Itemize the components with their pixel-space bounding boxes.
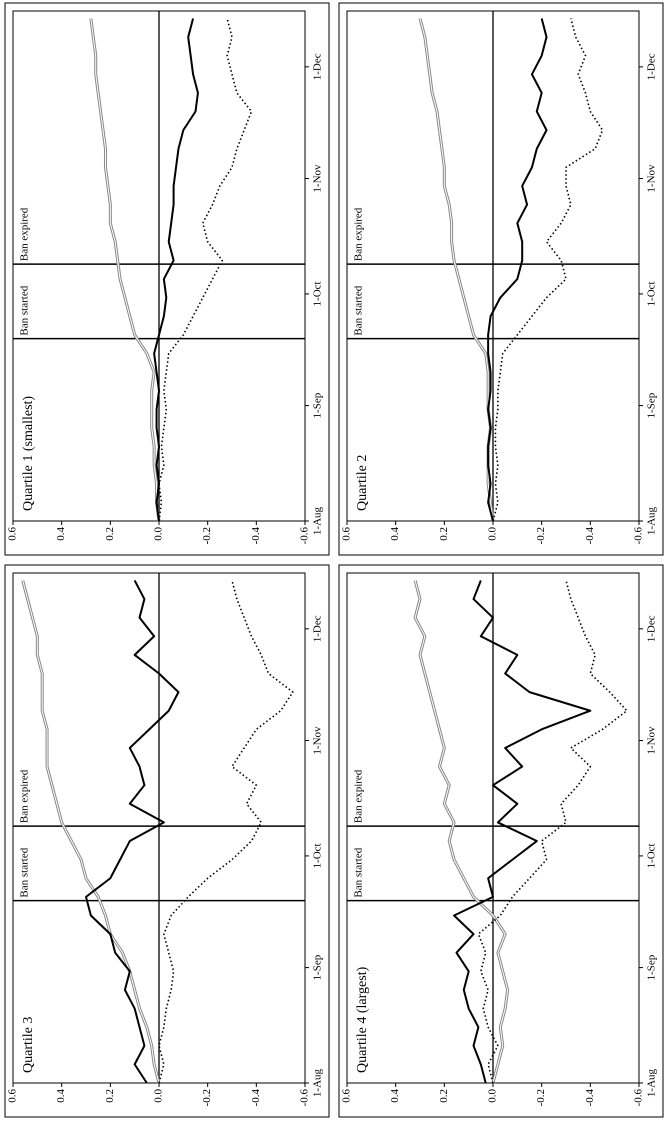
x-tick-label: 1-Nov: [646, 164, 658, 193]
series-line: [89, 18, 161, 522]
x-tick-label: 1-Dec: [312, 53, 324, 80]
event-label: Ban started: [353, 285, 365, 335]
y-tick-label: -0.4: [250, 1089, 262, 1107]
y-tick-label: -0.2: [535, 1089, 547, 1106]
event-label: Ban expired: [19, 207, 31, 261]
panel-title: Quartile 3: [21, 1017, 36, 1073]
event-label: Ban started: [353, 847, 365, 897]
x-tick-label: 1-Sep: [312, 392, 324, 418]
y-tick-label: 0.6: [7, 527, 19, 541]
y-tick-label: 0.6: [341, 527, 353, 541]
y-tick-label: -0.6: [633, 1089, 645, 1107]
x-tick-label: 1-Aug: [646, 506, 658, 535]
panel: 0.6 0.4 0.2 0.0 -0.2 -0.4 -0.61-Aug 1-Sep 1-Oct 1…: [7, 10, 324, 545]
series-line-inner: [414, 580, 509, 1084]
series-line: [487, 18, 548, 522]
y-tick-label: -0.4: [250, 527, 262, 545]
x-tick-label: 1-Dec: [312, 615, 324, 642]
x-tick-label: 1-Oct: [312, 281, 324, 306]
series-line: [492, 18, 604, 522]
panel: 0.6 0.4 0.2 0.0 -0.2 -0.4 -0.61-Aug 1-Sep 1-Oct 1…: [341, 572, 658, 1107]
panel-border: [338, 564, 664, 1118]
series-line: [158, 580, 294, 1084]
y-tick-label: -0.2: [535, 527, 547, 544]
event-label: Ban expired: [353, 769, 365, 823]
y-tick-label: -0.2: [201, 527, 213, 544]
y-tick-label: 0.0: [153, 527, 165, 541]
x-tick-label: 1-Aug: [312, 506, 324, 535]
panel: 0.6 0.4 0.2 0.0 -0.2 -0.4 -0.61-Aug 1-Sep 1-Oct 1…: [341, 10, 658, 545]
x-tick-label: 1-Oct: [646, 281, 658, 306]
x-tick-label: 1-Oct: [646, 843, 658, 868]
event-label: Ban expired: [353, 207, 365, 261]
series-line: [21, 580, 161, 1084]
event-label: Ban started: [19, 847, 31, 897]
y-tick-label: -0.2: [201, 1089, 213, 1106]
y-tick-label: -0.4: [584, 527, 596, 545]
panel: 0.6 0.4 0.2 0.0 -0.2 -0.4 -0.61-Aug 1-Sep 1-Oct 1…: [7, 572, 324, 1107]
y-tick-label: 0.4: [55, 527, 67, 541]
x-tick-label: 1-Nov: [646, 726, 658, 755]
event-label: Ban started: [19, 285, 31, 335]
y-tick-label: -0.6: [633, 527, 645, 545]
y-tick-label: 0.6: [341, 1089, 353, 1103]
panel-title: Quartile 2: [355, 455, 370, 511]
x-tick-label: 1-Sep: [312, 954, 324, 980]
x-tick-label: 1-Nov: [312, 726, 324, 755]
series-line: [158, 18, 253, 522]
y-tick-label: 0.0: [487, 527, 499, 541]
y-tick-label: 0.0: [487, 1089, 499, 1103]
series-line-inner: [22, 580, 160, 1084]
x-tick-label: 1-Aug: [646, 1068, 658, 1097]
x-tick-label: 1-Dec: [646, 53, 658, 80]
y-tick-label: -0.6: [299, 1089, 311, 1107]
x-tick-label: 1-Nov: [312, 164, 324, 193]
x-tick-label: 1-Oct: [312, 843, 324, 868]
y-tick-label: 0.2: [104, 527, 116, 541]
panel-border: [338, 2, 664, 556]
x-tick-label: 1-Aug: [312, 1068, 324, 1097]
x-tick-label: 1-Dec: [646, 615, 658, 642]
series-line: [453, 580, 592, 1084]
series-line: [153, 18, 199, 522]
panel-border: [4, 2, 330, 556]
series-line-inner: [90, 18, 160, 522]
y-tick-label: -0.6: [299, 527, 311, 545]
y-tick-label: 0.2: [438, 1089, 450, 1103]
y-tick-label: 0.2: [104, 1089, 116, 1103]
y-tick-label: 0.2: [438, 527, 450, 541]
event-label: Ban expired: [19, 769, 31, 823]
y-tick-label: 0.4: [389, 1089, 401, 1103]
panel-title: Quartile 4 (largest): [355, 966, 370, 1073]
x-tick-label: 1-Sep: [646, 954, 658, 980]
y-tick-label: 0.4: [55, 1089, 67, 1103]
y-tick-label: -0.4: [584, 1089, 596, 1107]
series-line: [85, 579, 180, 1084]
panel-border: [4, 564, 330, 1118]
series-line: [413, 580, 510, 1084]
x-tick-label: 1-Sep: [646, 392, 658, 418]
y-tick-label: 0.0: [153, 1089, 165, 1103]
series-line: [477, 580, 628, 1084]
y-tick-label: 0.6: [7, 1089, 19, 1103]
y-tick-label: 0.4: [389, 527, 401, 541]
panel-title: Quartile 1 (smallest): [21, 396, 36, 511]
